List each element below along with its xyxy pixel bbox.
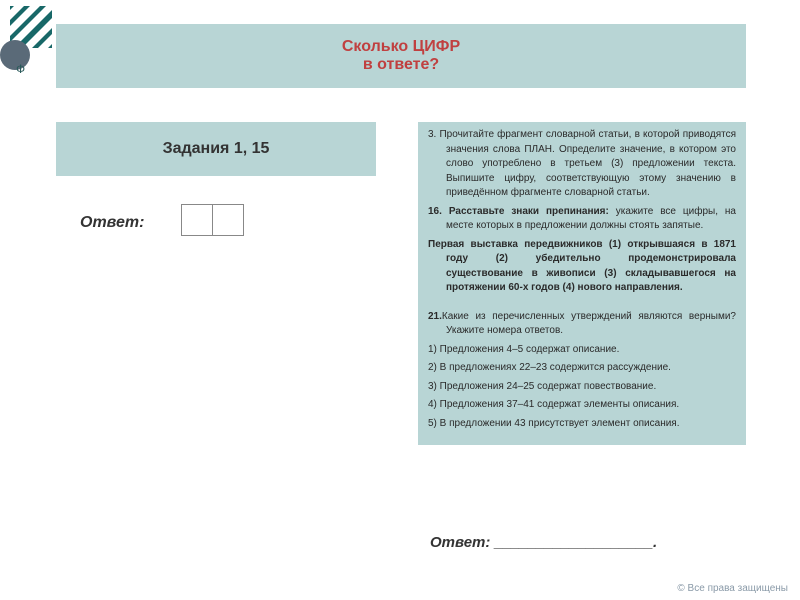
q21-lead: 21. [428, 311, 442, 322]
title-bar: Сколько ЦИФР в ответе? [56, 24, 746, 88]
spacer [428, 300, 736, 306]
q16-lead: 16. Расставьте знаки препинания: [428, 206, 609, 217]
answer-label-left: Ответ: [80, 214, 144, 232]
tasks-label: Задания 1, 15 [163, 140, 270, 158]
right-panel: 3. Прочитайте фрагмент словарной статьи,… [418, 122, 746, 445]
logo-circle-icon [0, 40, 30, 70]
answer-box-1[interactable] [181, 204, 213, 236]
q16-bold: Первая выставка передвижников (1) открыв… [428, 238, 736, 296]
answer-bottom: Ответ: ___________________. [430, 534, 657, 551]
q3-text: 3. Прочитайте фрагмент словарной статьи,… [428, 128, 736, 201]
title-line-2: в ответе? [363, 56, 439, 74]
option-1: 1) Предложения 4–5 содержат описание. [428, 343, 736, 358]
option-2: 2) В предложениях 22–23 содержится рассу… [428, 361, 736, 376]
title-line-1: Сколько ЦИФР [342, 38, 460, 56]
tasks-box: Задания 1, 15 [56, 122, 376, 176]
option-3: 3) Предложения 24–25 содержат повествова… [428, 380, 736, 395]
option-5: 5) В предложении 43 присутствует элемент… [428, 417, 736, 432]
q16-text: 16. Расставьте знаки препинания: укажите… [428, 205, 736, 234]
option-4: 4) Предложения 37–41 содержат элементы о… [428, 398, 736, 413]
answer-boxes [182, 204, 244, 236]
q21-text: 21.Какие из перечисленных утверждений яв… [428, 310, 736, 339]
q21-rest: Какие из перечисленных утверждений являю… [442, 311, 736, 337]
answer-box-2[interactable] [212, 204, 244, 236]
logo: Ф [10, 6, 60, 56]
copyright: © Все права защищены [677, 583, 788, 594]
logo-letter: Ф [16, 62, 25, 76]
